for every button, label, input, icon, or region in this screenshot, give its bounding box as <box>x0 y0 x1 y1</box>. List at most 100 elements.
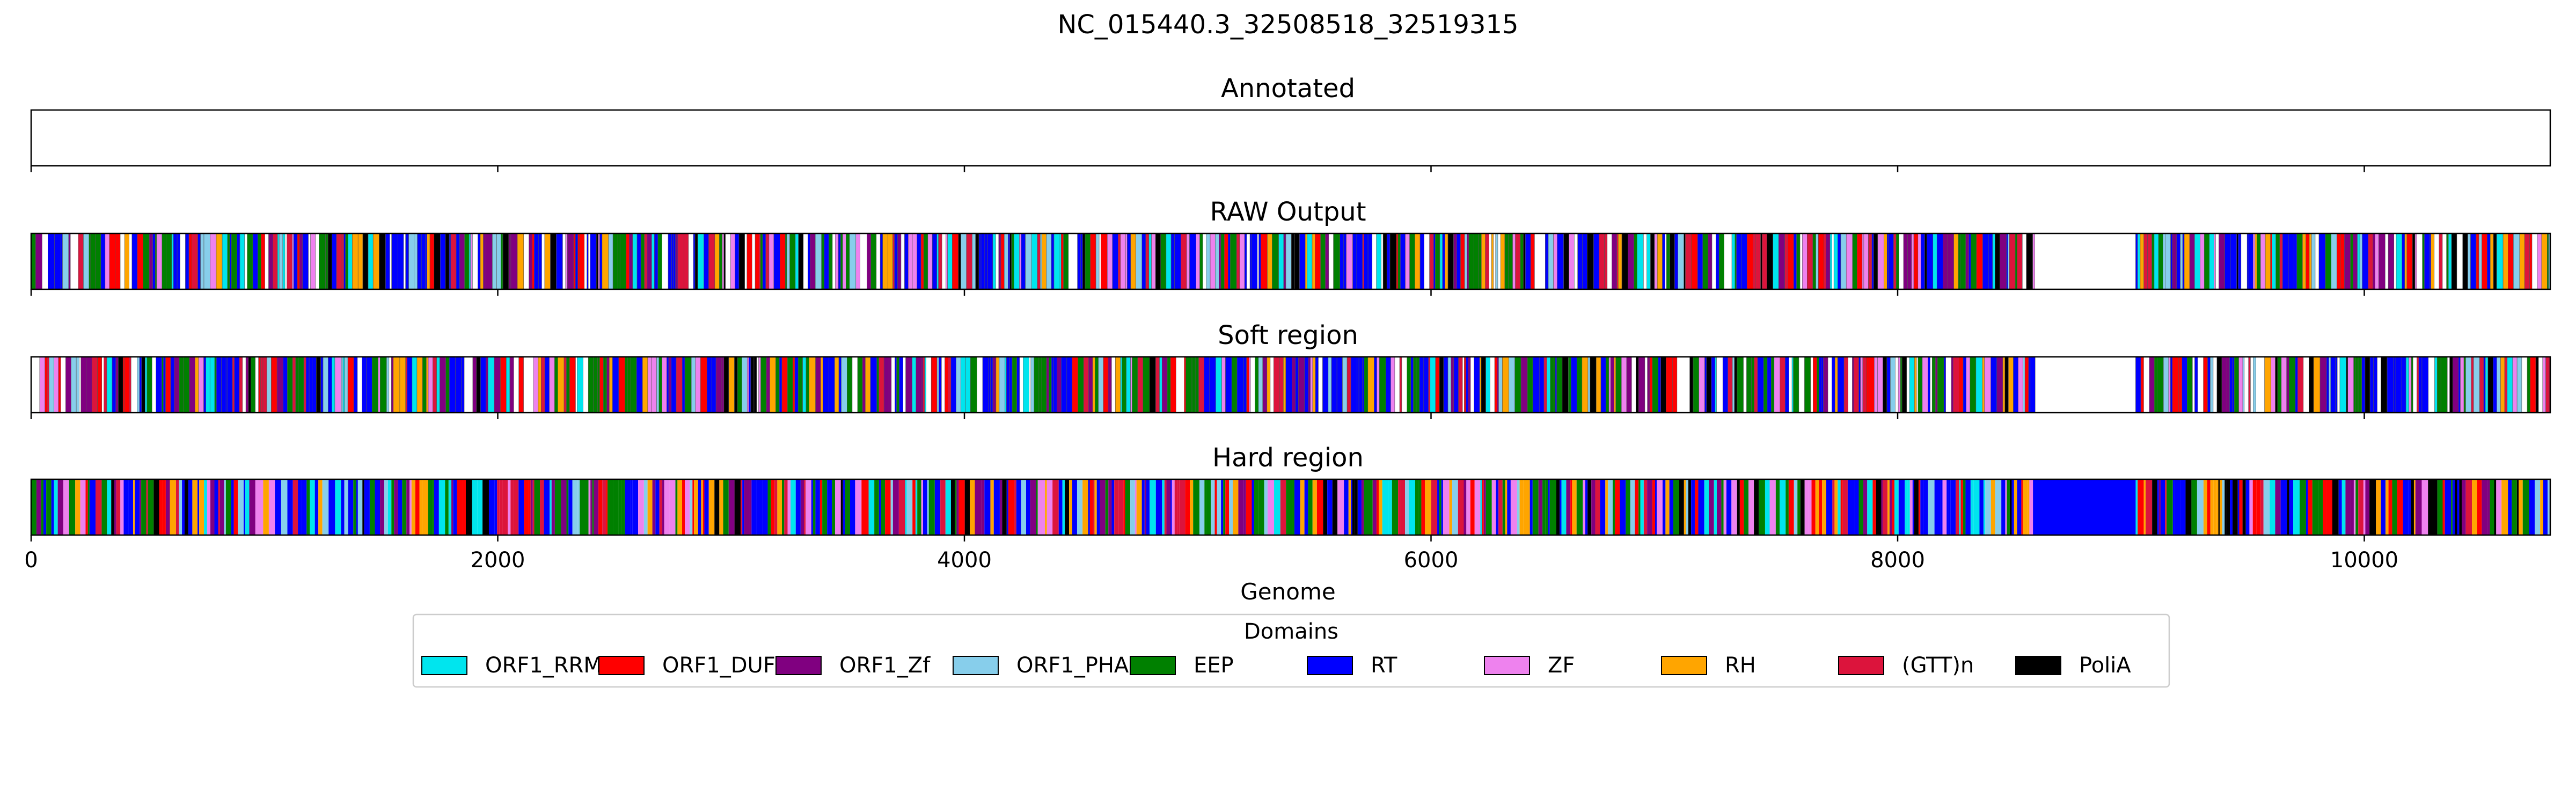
domain-segment <box>1530 233 1535 290</box>
domain-segment <box>1877 356 1883 413</box>
domain-segment <box>1502 479 1505 535</box>
domain-segment <box>115 356 119 413</box>
domain-segment <box>1684 479 1686 535</box>
domain-segment <box>544 356 550 413</box>
domain-segment <box>335 479 341 535</box>
domain-segment <box>932 233 937 290</box>
domain-segment <box>904 233 909 290</box>
domain-segment <box>2455 479 2457 535</box>
domain-segment <box>1884 233 1887 290</box>
domain-segment <box>483 233 486 290</box>
domain-segment <box>45 356 48 413</box>
domain-segment <box>1443 479 1450 535</box>
domain-segment <box>1166 479 1170 535</box>
track-background <box>31 110 2550 166</box>
domain-segment <box>1960 233 1966 290</box>
domain-segment <box>1246 356 1249 413</box>
domain-segment <box>232 356 235 413</box>
domain-segment <box>529 233 532 290</box>
domain-segment <box>341 356 343 413</box>
domain-segment <box>192 233 198 290</box>
domain-segment <box>357 479 363 535</box>
domain-segment <box>1708 233 1713 290</box>
domain-segment <box>248 356 252 413</box>
domain-segment <box>892 479 899 535</box>
domain-segment <box>239 233 245 290</box>
domain-segment <box>773 233 780 290</box>
domain-segment <box>153 479 159 535</box>
domain-segment <box>1209 356 1216 413</box>
domain-segment <box>647 479 653 535</box>
domain-segment <box>369 479 375 535</box>
domain-segment <box>152 233 156 290</box>
domain-segment <box>619 233 627 290</box>
domain-segment <box>2287 479 2289 535</box>
domain-segment <box>1646 233 1651 290</box>
domain-segment <box>1130 479 1135 535</box>
domain-segment <box>1088 356 1093 413</box>
domain-segment <box>2417 356 2419 413</box>
domain-segment <box>1498 479 1503 535</box>
domain-segment <box>263 479 269 535</box>
domain-segment <box>1170 356 1176 413</box>
domain-segment <box>1358 356 1363 413</box>
domain-segment <box>2542 356 2546 413</box>
domain-segment <box>777 479 782 535</box>
domain-segment <box>1647 356 1650 413</box>
domain-segment <box>391 479 394 535</box>
domain-segment <box>1114 479 1119 535</box>
domain-segment <box>832 479 836 535</box>
domain-segment <box>1971 233 1977 290</box>
domain-segment <box>116 479 121 535</box>
domain-segment <box>1500 233 1505 290</box>
domain-segment <box>394 479 398 535</box>
domain-segment <box>829 356 835 413</box>
domain-segment <box>470 233 473 290</box>
domain-segment <box>137 356 140 413</box>
domain-segment <box>1561 479 1567 535</box>
domain-segment <box>1702 233 1709 290</box>
domain-segment <box>1691 233 1698 290</box>
domain-segment <box>1793 233 1797 290</box>
domain-segment <box>890 479 893 535</box>
domain-segment <box>662 356 667 413</box>
domain-segment <box>1011 233 1014 290</box>
domain-segment <box>1336 356 1343 413</box>
domain-segment <box>2353 233 2358 290</box>
domain-segment <box>292 479 298 535</box>
domain-segment <box>1435 356 1440 413</box>
domain-segment <box>188 479 193 535</box>
domain-segment <box>1291 233 1295 290</box>
domain-segment <box>2414 233 2417 290</box>
domain-segment <box>1670 233 1675 290</box>
legend-label: ZF <box>1548 653 1575 678</box>
domain-segment <box>2135 479 2138 535</box>
domain-segment <box>2548 479 2550 535</box>
domain-segment <box>1220 233 1225 290</box>
domain-segment <box>1325 233 1329 290</box>
domain-segment <box>1312 356 1316 413</box>
domain-segment <box>255 479 261 535</box>
domain-segment <box>409 479 412 535</box>
domain-segment <box>2306 233 2310 290</box>
domain-segment <box>1214 479 1217 535</box>
domain-segment <box>312 356 317 413</box>
domain-segment <box>1582 233 1587 290</box>
domain-segment <box>2535 356 2539 413</box>
domain-segment <box>214 356 217 413</box>
domain-segment <box>2483 356 2486 413</box>
domain-segment <box>2289 356 2296 413</box>
domain-segment <box>1382 479 1389 535</box>
domain-segment <box>163 356 166 413</box>
domain-segment <box>2152 479 2157 535</box>
domain-segment <box>1618 233 1622 290</box>
domain-segment <box>1184 356 1186 413</box>
domain-segment <box>1357 479 1362 535</box>
domain-segment <box>2260 479 2264 535</box>
domain-segment <box>1562 356 1569 413</box>
domain-segment <box>734 479 741 535</box>
domain-segment <box>245 356 249 413</box>
domain-segment <box>1826 479 1833 535</box>
domain-segment <box>2424 233 2430 290</box>
domain-segment <box>554 479 561 535</box>
